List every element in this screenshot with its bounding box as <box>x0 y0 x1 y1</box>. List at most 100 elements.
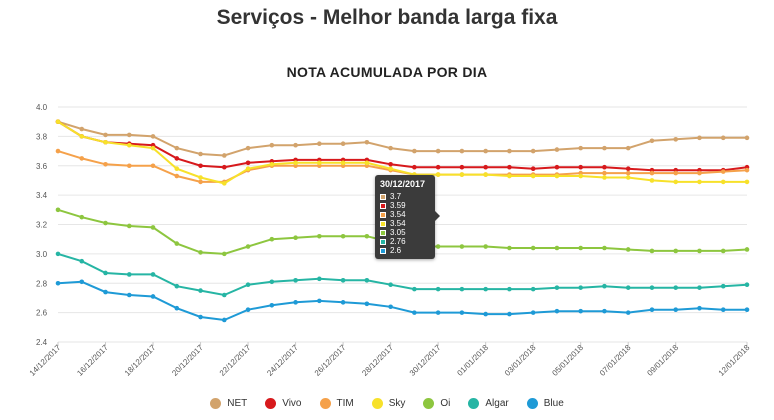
legend-item-tim[interactable]: TIM <box>319 398 354 409</box>
data-point-blue <box>126 292 132 298</box>
data-point-oi <box>55 207 61 213</box>
page-title: Serviços - Melhor banda larga fixa <box>216 6 558 29</box>
tooltip-value: 2.6 <box>390 246 402 255</box>
data-point-net <box>673 137 679 142</box>
x-tick-label: 20/12/2017 <box>170 343 205 378</box>
y-tick-label: 3.0 <box>36 250 48 259</box>
data-point-algar <box>578 285 583 290</box>
data-point-oi <box>625 247 631 252</box>
data-point-algar <box>317 276 322 282</box>
series-line-vivo <box>57 120 748 172</box>
tooltip-row: 3.05 <box>375 228 435 237</box>
legend-item-blue[interactable]: Blue <box>526 398 564 409</box>
tooltip-row: 3.7 <box>375 192 435 201</box>
data-point-oi <box>530 245 536 251</box>
data-point-sky <box>554 173 560 179</box>
y-tick-label: 3.2 <box>36 221 48 230</box>
data-point-blue <box>293 300 298 305</box>
legend-item-vivo[interactable]: Vivo <box>265 398 302 409</box>
data-point-vivo <box>602 164 607 170</box>
data-point-oi <box>673 248 679 254</box>
data-point-net <box>340 141 346 147</box>
tooltip-swatch <box>380 238 386 245</box>
tooltip-swatch <box>380 211 386 218</box>
data-point-algar <box>364 278 370 283</box>
data-point-blue <box>649 307 655 312</box>
tooltip-value: 3.54 <box>390 210 406 219</box>
data-point-blue <box>530 310 536 315</box>
data-point-net <box>412 148 417 154</box>
data-point-sky <box>744 179 750 185</box>
data-point-tim <box>744 167 750 173</box>
y-tick-label: 3.8 <box>36 132 48 141</box>
data-point-sky <box>103 139 108 145</box>
data-point-oi <box>293 235 298 241</box>
data-point-blue <box>602 308 607 314</box>
data-point-algar <box>293 278 298 283</box>
data-point-sky <box>649 178 655 183</box>
data-point-algar <box>554 285 560 290</box>
tooltip-row: 2.6 <box>375 246 435 255</box>
data-point-net <box>364 139 370 145</box>
data-point-net <box>720 135 726 141</box>
tooltip-value: 2.76 <box>390 237 406 246</box>
data-point-sky <box>673 179 679 185</box>
legend-item-net[interactable]: NET <box>210 398 247 409</box>
data-point-net <box>126 132 132 138</box>
x-tick-label: 07/01/2018 <box>598 343 633 378</box>
chart-tooltip: 30/12/2017 3.7 3.59 3.54 3.54 3.05 2.76 2.6 <box>375 175 440 259</box>
data-point-vivo <box>578 164 583 170</box>
data-point-oi <box>459 244 465 249</box>
data-point-blue <box>388 304 393 310</box>
data-point-vivo <box>222 164 227 170</box>
data-point-vivo <box>435 164 441 170</box>
x-tick-label: 16/12/2017 <box>75 343 110 378</box>
legend-item-algar[interactable]: Algar <box>468 398 509 409</box>
legend-item-sky[interactable]: Sky <box>371 398 406 409</box>
data-point-net <box>578 145 583 151</box>
tooltip-row: 3.54 <box>375 219 435 228</box>
tooltip-row: 2.76 <box>375 237 435 246</box>
data-point-algar <box>649 285 655 290</box>
data-point-algar <box>530 286 536 292</box>
data-point-oi <box>103 220 108 226</box>
data-point-blue <box>507 311 512 317</box>
data-point-oi <box>578 245 583 251</box>
series-line-blue <box>57 280 747 322</box>
data-point-net <box>174 145 180 151</box>
data-point-blue <box>459 310 465 315</box>
y-tick-label: 2.4 <box>36 338 48 347</box>
data-point-tim <box>602 170 607 176</box>
data-point-oi <box>245 244 251 249</box>
tooltip-swatch <box>380 247 386 254</box>
data-point-blue <box>483 311 488 317</box>
data-point-oi <box>697 248 702 254</box>
data-point-vivo <box>198 163 203 169</box>
data-point-sky <box>245 166 251 171</box>
legend-item-oi[interactable]: Oi <box>423 398 450 409</box>
data-point-sky <box>269 161 275 167</box>
data-point-tim <box>720 169 726 174</box>
data-point-oi <box>554 245 560 251</box>
chart-title: NOTA ACUMULADA POR DIA <box>286 64 488 80</box>
data-point-oi <box>174 241 180 246</box>
data-point-net <box>649 138 655 144</box>
data-point-oi <box>507 245 512 251</box>
data-point-sky <box>697 179 702 185</box>
data-point-tim <box>150 163 156 169</box>
data-point-net <box>602 145 607 151</box>
y-tick-label: 3.6 <box>36 162 48 171</box>
data-point-sky <box>150 145 156 151</box>
tooltip-value: 3.7 <box>390 192 402 201</box>
data-point-sky <box>459 172 465 177</box>
data-point-oi <box>126 223 132 229</box>
data-point-blue <box>222 317 227 323</box>
data-point-tim <box>79 156 85 161</box>
data-point-vivo <box>459 164 465 170</box>
legend-label: Sky <box>388 398 406 409</box>
data-point-net <box>150 134 156 139</box>
legend-marker <box>265 398 277 409</box>
data-point-sky <box>198 175 203 180</box>
data-point-sky <box>602 175 607 180</box>
data-point-algar <box>720 283 726 289</box>
